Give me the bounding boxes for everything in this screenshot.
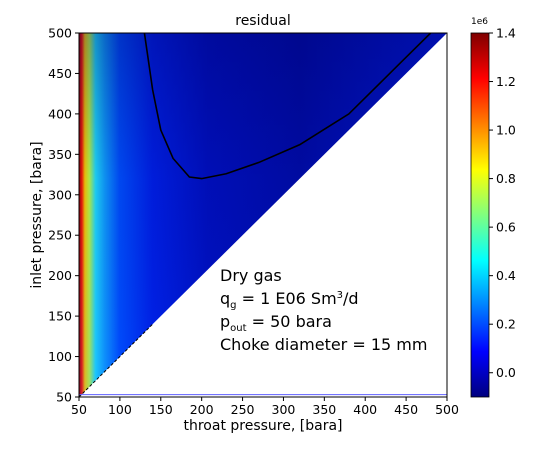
x-tick-label: 150 bbox=[149, 402, 173, 417]
x-axis-label: throat pressure, [bara] bbox=[184, 418, 343, 434]
colorbar-tick-label: 0.4 bbox=[496, 268, 516, 283]
x-tick-label: 450 bbox=[394, 402, 418, 417]
chart-title: residual bbox=[235, 13, 290, 29]
colorbar: 1e6 0.0 0.2 0.4 0.6 0.8 1.0 1.2 1.4 bbox=[470, 17, 516, 398]
plot-area bbox=[79, 33, 447, 397]
annotation-line-3: pout = 50 bara bbox=[220, 312, 332, 334]
colorbar-offset-text: 1e6 bbox=[471, 17, 488, 27]
plot-frame bbox=[78, 32, 448, 398]
colorbar-gradient-bar bbox=[470, 32, 490, 398]
y-tick-label: 100 bbox=[48, 349, 72, 364]
y-axis-ticks: 50 100 150 200 250 300 350 400 450 500 bbox=[48, 26, 79, 405]
x-tick-label: 350 bbox=[312, 402, 336, 417]
colorbar-tick-label: 1.4 bbox=[496, 26, 516, 41]
y-tick-label: 50 bbox=[56, 390, 72, 405]
x-tick-label: 100 bbox=[108, 402, 132, 417]
y-tick-label: 450 bbox=[48, 66, 72, 81]
annotation-line-2: qg = 1 E06 Sm3/d bbox=[220, 289, 359, 311]
x-tick-label: 400 bbox=[353, 402, 377, 417]
y-tick-label: 500 bbox=[48, 26, 72, 41]
y-tick-label: 350 bbox=[48, 147, 72, 162]
x-tick-label: 200 bbox=[190, 402, 214, 417]
annotation-line-1: Dry gas bbox=[220, 266, 282, 285]
colorbar-ticks: 0.0 0.2 0.4 0.6 0.8 1.0 1.2 1.4 bbox=[489, 26, 516, 380]
y-axis-label: inlet pressure, [bara] bbox=[29, 141, 45, 288]
zero-contour-line bbox=[143, 33, 432, 180]
annotation-block: Dry gas qg = 1 E06 Sm3/d pout = 50 bara … bbox=[220, 266, 427, 354]
x-tick-label: 500 bbox=[435, 402, 459, 417]
colorbar-tick-label: 1.2 bbox=[496, 74, 516, 89]
y-tick-label: 150 bbox=[48, 309, 72, 324]
x-tick-label: 300 bbox=[272, 402, 296, 417]
colorbar-tick-label: 0.2 bbox=[496, 317, 516, 332]
colorbar-tick-label: 1.0 bbox=[496, 123, 516, 138]
colorbar-tick-label: 0.0 bbox=[496, 365, 516, 380]
x-axis-ticks: 50 100 150 200 250 300 350 400 450 500 bbox=[71, 397, 459, 417]
colorbar-tick-label: 0.6 bbox=[496, 220, 516, 235]
diagonal-dashed-line bbox=[79, 323, 153, 397]
y-tick-label: 200 bbox=[48, 268, 72, 283]
annotation-line-4: Choke diameter = 15 mm bbox=[220, 335, 427, 354]
x-tick-label: 250 bbox=[231, 402, 255, 417]
y-tick-label: 300 bbox=[48, 187, 72, 202]
colorbar-tick-label: 0.8 bbox=[496, 171, 516, 186]
x-tick-label: 50 bbox=[71, 402, 87, 417]
heatmap-shade bbox=[79, 33, 447, 397]
y-tick-label: 400 bbox=[48, 106, 72, 121]
y-tick-label: 250 bbox=[48, 228, 72, 243]
